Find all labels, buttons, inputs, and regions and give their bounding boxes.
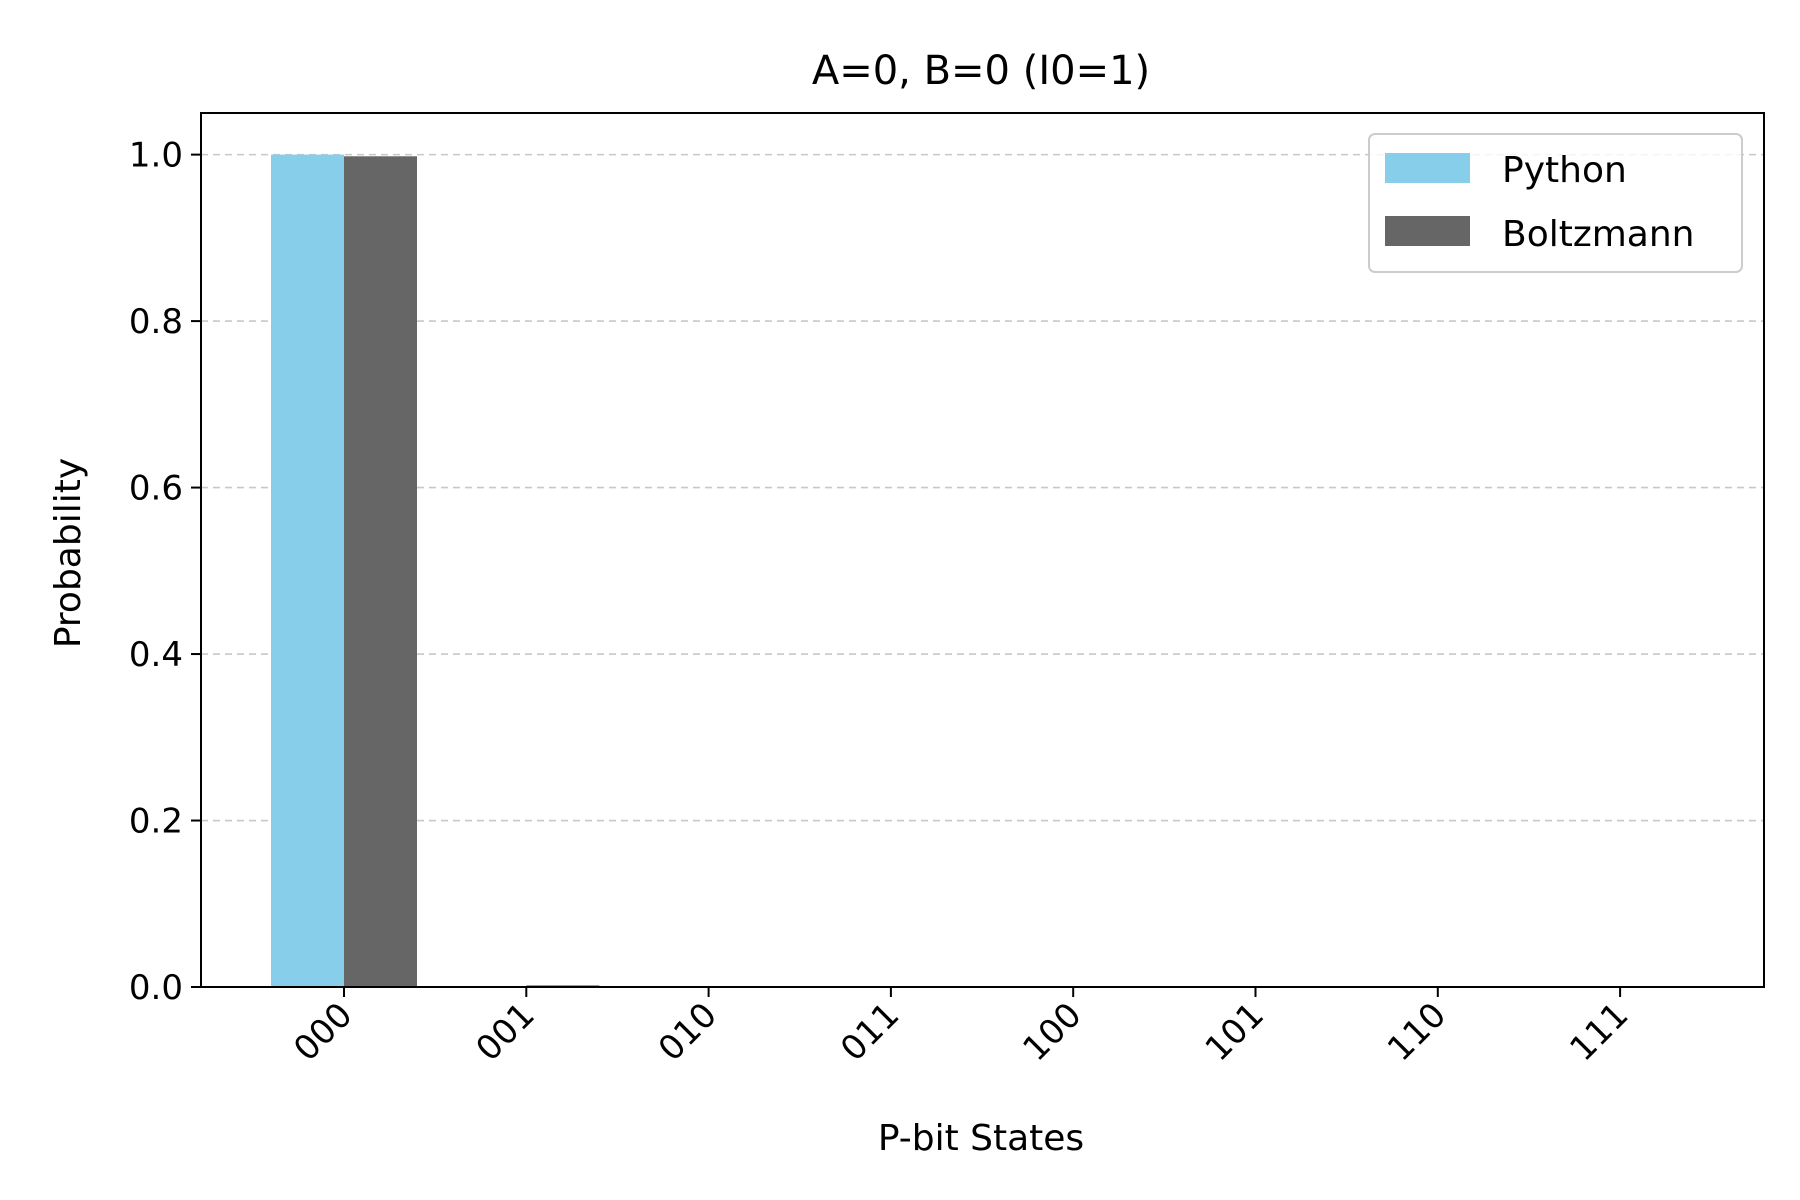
x-tick-label: 000 xyxy=(286,995,360,1069)
bar-python-000 xyxy=(271,154,344,988)
legend-label-python: Python xyxy=(1502,150,1627,191)
y-tick-label: 0.8 xyxy=(129,302,183,342)
y-tick-label: 1.0 xyxy=(129,136,183,176)
y-tick-label: 0.6 xyxy=(129,469,183,509)
x-tick-label: 101 xyxy=(1198,995,1272,1069)
y-tick-label: 0.2 xyxy=(129,802,183,842)
legend-label-boltzmann: Boltzmann xyxy=(1502,214,1695,255)
x-tick-label: 010 xyxy=(651,995,725,1069)
x-tick-label: 110 xyxy=(1380,995,1454,1069)
plot-frame xyxy=(200,112,1765,988)
bars xyxy=(271,154,600,988)
y-axis: 0.0 0.2 0.4 0.6 0.8 1.0 xyxy=(129,136,201,1008)
x-tick-label: 011 xyxy=(833,995,907,1069)
chart-title: A=0, B=0 (I0=1) xyxy=(812,48,1150,94)
x-tick-label: 111 xyxy=(1562,995,1636,1069)
y-axis-label: Probability xyxy=(48,458,89,648)
x-tick-label: 100 xyxy=(1015,995,1089,1069)
x-axis-label: P-bit States xyxy=(878,1118,1084,1159)
x-axis: 000 001 010 011 100 101 110 111 xyxy=(286,987,1636,1069)
grid-lines xyxy=(201,153,1764,988)
x-tick-label: 001 xyxy=(468,995,542,1069)
y-tick-label: 0.0 xyxy=(129,968,183,1008)
legend-swatch-boltzmann xyxy=(1385,216,1470,246)
legend: Python Boltzmann xyxy=(1368,133,1743,273)
bar-boltzmann-000 xyxy=(344,156,417,987)
legend-swatch-python xyxy=(1385,153,1470,183)
y-tick-label: 0.4 xyxy=(129,635,183,675)
